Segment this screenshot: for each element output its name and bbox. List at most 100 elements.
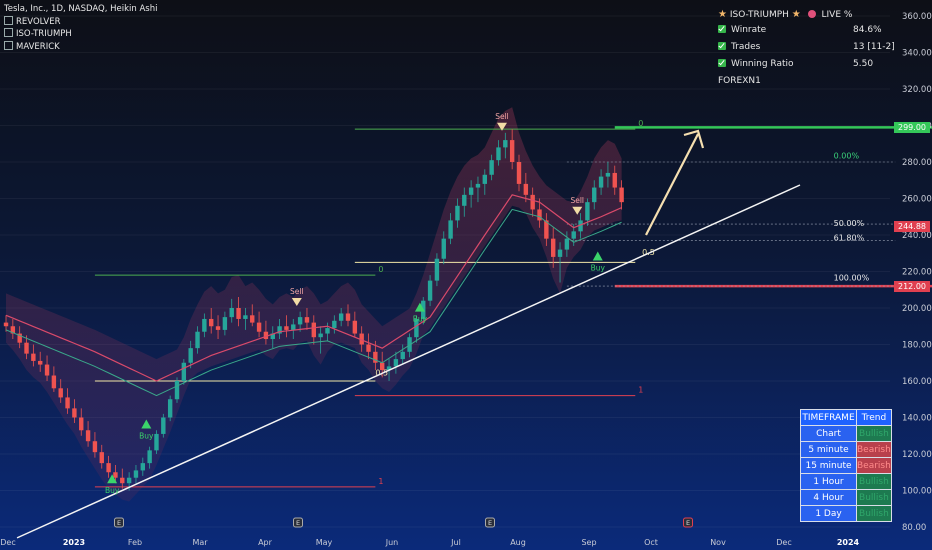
candle-body [571, 231, 576, 239]
buy-marker-icon [107, 474, 118, 484]
candle-body [154, 433, 159, 451]
buy-label: Buy [413, 315, 428, 324]
x-tick-label: Jul [450, 538, 461, 547]
stat-winrate: Winrate 84.6% [718, 22, 888, 39]
table-row: 15 minute Bearish [800, 457, 892, 474]
candle-body [284, 326, 289, 330]
level-label: 1 [638, 386, 643, 395]
indicator-revolver[interactable]: REVOLVER [4, 15, 157, 29]
candle-body [359, 333, 364, 345]
candle-body [605, 172, 611, 177]
candle-body [366, 344, 371, 352]
y-tick-label: 260.00 [902, 195, 932, 205]
candle-body [38, 360, 43, 365]
timeframe-cell: 1 Hour [800, 473, 857, 490]
candle-body [133, 470, 139, 478]
trend-header: Trend [856, 409, 892, 426]
candle-body [256, 322, 262, 332]
candle-body [161, 417, 166, 434]
candle-body [414, 318, 419, 338]
y-tick-label: 240.00 [902, 231, 932, 241]
trend-cell: Bullish [856, 489, 892, 506]
earnings-marker [683, 517, 693, 528]
stats-panel: ★ ISO-TRIUMPH ★ LIVE % Winrate 84.6% Trad… [718, 8, 895, 90]
candle-body [434, 258, 440, 281]
y-tick-label: 340.00 [902, 49, 932, 59]
candle-body [318, 333, 323, 338]
stats-footer: FOREXN1 [718, 76, 761, 86]
candle-body [113, 472, 118, 478]
projection-arrow [645, 133, 699, 236]
candle-body [167, 399, 173, 418]
indicator-maverick[interactable]: MAVERICK [4, 40, 157, 54]
candle-body [72, 408, 77, 418]
candle-body [427, 280, 433, 301]
candle-body [455, 205, 460, 221]
x-tick-label: Feb [128, 538, 142, 547]
candle-body [311, 322, 316, 338]
level-label: 1 [378, 477, 383, 486]
y-tick-label: 220.00 [902, 268, 932, 278]
indicator-iso-triumph[interactable]: ISO-TRIUMPH [4, 28, 157, 41]
table-header-row: TIMEFRAME Trend [800, 409, 892, 426]
timeframe-header: TIMEFRAME [800, 409, 857, 426]
candle-body [181, 362, 187, 381]
candle-body [195, 331, 200, 349]
earnings-marker [293, 517, 303, 528]
candle-body [578, 220, 583, 232]
timeframe-cell: Chart [800, 425, 857, 442]
candle-body [85, 430, 91, 442]
y-tick-label: 80.00 [902, 523, 926, 533]
table-row: 1 Hour Bullish [800, 473, 892, 490]
candle-body [3, 322, 9, 327]
candle-body [106, 463, 111, 473]
sell-marker-icon [291, 298, 302, 306]
timeframe-table: TIMEFRAME Trend Chart Bullish 5 minute Bear… [800, 409, 892, 522]
y-tick-label: 180.00 [902, 341, 932, 351]
table-row: Chart Bullish [800, 425, 892, 442]
x-tick-label: Aug [510, 538, 526, 547]
candle-body [516, 162, 522, 184]
candle-body [304, 317, 310, 323]
buy-label: Buy [591, 264, 606, 273]
candle-body [489, 160, 494, 175]
indicator-icon [4, 40, 13, 50]
star-icon: ★ [718, 9, 727, 20]
x-tick-label: Nov [710, 538, 726, 547]
buy-marker-icon [141, 419, 152, 429]
price-tag: 299.00 [894, 121, 930, 133]
earnings-marker-label: E [117, 519, 121, 527]
candle-body [65, 397, 70, 409]
x-tick-label: Oct [644, 538, 658, 547]
trend-cell: Bullish [856, 505, 892, 522]
candle-body [215, 326, 221, 330]
x-tick-label: Dec [0, 538, 15, 547]
timeframe-cell: 4 Hour [800, 489, 857, 506]
buy-marker-icon [592, 251, 603, 261]
stats-header: ★ ISO-TRIUMPH ★ LIVE % [718, 8, 888, 22]
earnings-marker-label: E [488, 519, 492, 527]
candle-body [79, 417, 84, 431]
y-tick-label: 160.00 [902, 377, 932, 387]
candle-body [147, 450, 152, 464]
timeframe-cell: 1 Day [800, 505, 857, 522]
candle-body [236, 308, 241, 319]
candle-body [58, 388, 63, 398]
candle-body [92, 441, 98, 453]
candle-body [24, 342, 29, 354]
star-icon: ★ [791, 9, 801, 20]
candle-body [373, 351, 378, 363]
price-tag: 212.00 [894, 280, 930, 292]
earnings-marker [114, 517, 124, 528]
candle-body [325, 328, 330, 334]
stat-winning-ratio: Winning Ratio 5.50 [718, 56, 888, 73]
x-tick-label: 2023 [63, 538, 85, 547]
candle-body [400, 351, 405, 360]
candle-body [174, 381, 180, 400]
x-tick-label: Jun [385, 538, 399, 547]
candle-body [188, 348, 193, 363]
candle-body [503, 140, 508, 148]
earnings-marker-label: E [296, 519, 300, 527]
